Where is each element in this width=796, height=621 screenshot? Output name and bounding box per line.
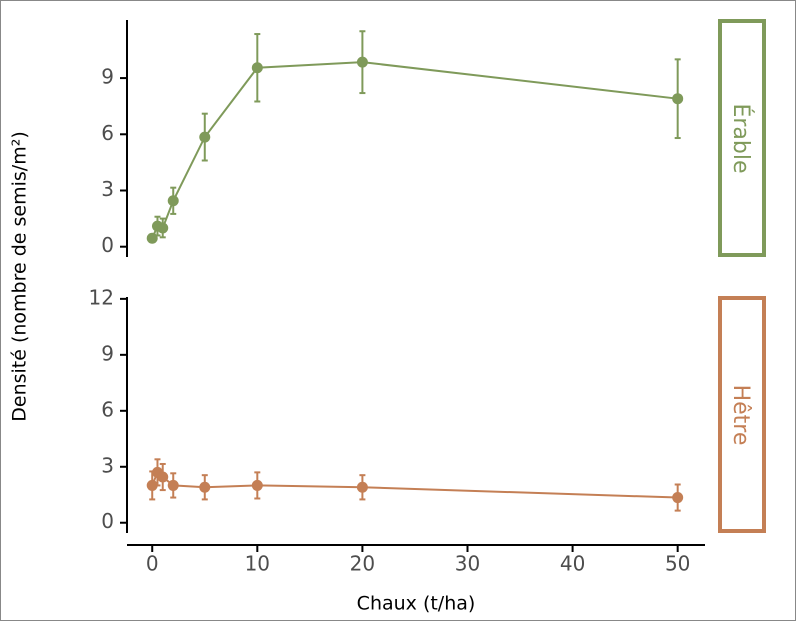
x-tick-label: 0 — [146, 552, 159, 576]
point — [199, 131, 211, 143]
point — [251, 62, 263, 74]
x-axis-label: Chaux (t/ha) — [357, 593, 476, 615]
facet-label: Érable — [728, 103, 754, 173]
point — [356, 481, 368, 493]
y-tick-label: 6 — [101, 397, 114, 421]
point — [251, 479, 263, 491]
point — [167, 479, 179, 491]
point — [356, 56, 368, 68]
x-tick-label: 10 — [245, 552, 270, 576]
y-tick-label: 9 — [101, 65, 114, 89]
point — [146, 232, 158, 244]
x-tick-label: 30 — [455, 552, 480, 576]
point — [146, 479, 158, 491]
y-axis-label: Densité (nombre de semis/m²) — [9, 131, 31, 422]
facet-label: Hêtre — [728, 385, 753, 446]
y-tick-label: 9 — [101, 341, 114, 365]
point — [167, 195, 179, 207]
facet-strip — [718, 296, 766, 533]
y-tick-label: 0 — [101, 233, 114, 257]
point — [672, 492, 684, 504]
x-tick-label: 20 — [350, 552, 375, 576]
y-tick-label: 6 — [101, 121, 114, 145]
point — [199, 481, 211, 493]
y-tick-label: 3 — [101, 177, 114, 201]
series-line — [151, 470, 678, 499]
point — [672, 93, 684, 105]
point — [157, 222, 169, 234]
x-tick-label: 40 — [560, 552, 585, 576]
point — [157, 471, 169, 483]
y-tick-label: 12 — [89, 285, 114, 309]
y-tick-label: 0 — [101, 509, 114, 533]
x-tick-label: 50 — [665, 552, 690, 576]
series-line — [151, 61, 678, 239]
facet-strip — [718, 19, 766, 257]
y-tick-label: 3 — [101, 453, 114, 477]
